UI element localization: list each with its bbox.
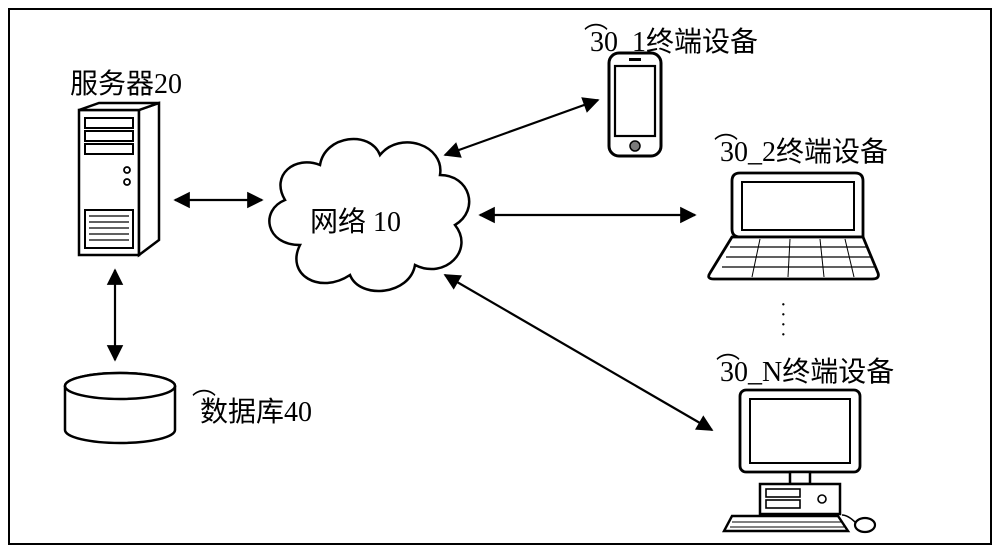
edges-layer [0,0,1000,553]
edge-cloud-phone [445,100,598,155]
edge-cloud-desktop [445,275,712,430]
